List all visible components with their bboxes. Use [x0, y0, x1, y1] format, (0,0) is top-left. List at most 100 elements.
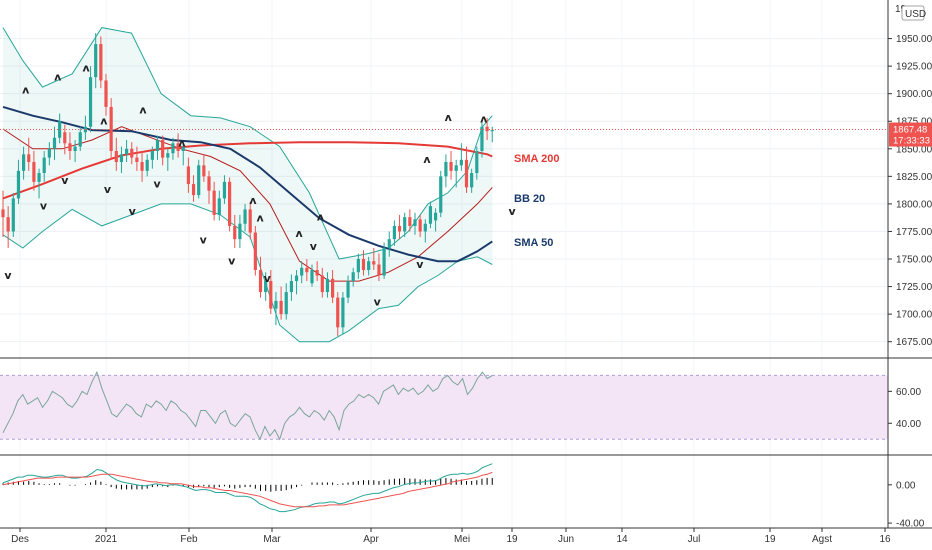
candle-body [78, 132, 82, 147]
candle-body [47, 148, 51, 158]
currency-label: USD [905, 9, 926, 20]
candle-body [279, 300, 283, 315]
grid-lines [0, 0, 888, 528]
pivot-low-marker: v [104, 183, 112, 196]
time-axis-ticks: Des 2021 Feb Mar Apr Mei 19 Jun 14 Jul 19 Agst 16 [11, 528, 891, 545]
pivot-low-marker: v [416, 258, 424, 271]
pivot-low-marker: v [310, 240, 318, 253]
candle-body [238, 223, 242, 240]
candle-body [104, 80, 108, 107]
price-tick-label: 1675.00 [896, 337, 932, 348]
time-tick-label: 16 [879, 534, 891, 545]
candle-body [161, 139, 165, 158]
candle-body [392, 225, 396, 240]
bb20-label: BB 20 [514, 193, 545, 205]
last-price-badge [889, 122, 932, 147]
candle-body [1, 209, 5, 218]
candle-body [434, 212, 438, 221]
rsi-tick-label: 40.00 [896, 419, 921, 430]
pivot-low-marker: v [264, 272, 272, 285]
candle-body [300, 267, 304, 276]
last-price-value: 1867.48 [893, 125, 927, 136]
pivot-high-marker: ʌ [296, 227, 304, 240]
candle-body [253, 232, 257, 271]
candle-body [449, 162, 453, 171]
candle-body [258, 270, 263, 293]
time-tick-label: 14 [616, 534, 628, 545]
pivot-high-marker: ʌ [423, 153, 431, 166]
candle-body [58, 121, 62, 138]
time-tick-label: Agst [812, 534, 832, 545]
candle-body [145, 159, 149, 171]
candle-body [6, 217, 10, 232]
candle-body [264, 281, 268, 293]
price-tick-label: 1850.00 [896, 144, 932, 155]
candle-body [233, 225, 237, 240]
pivot-high-marker: ʌ [139, 104, 147, 117]
candle-body [480, 126, 484, 151]
price-tick-label: 1825.00 [896, 172, 932, 183]
rsi-band-fill [0, 375, 888, 440]
pivot-low-marker: v [4, 269, 12, 282]
pivot-high-marker: ʌ [178, 137, 186, 150]
candle-body [459, 159, 463, 166]
candle-body [37, 173, 41, 182]
candle-body [99, 44, 103, 81]
candle-body [68, 143, 72, 151]
candle-body [408, 217, 412, 226]
price-tick-label: 1725.00 [896, 282, 932, 293]
candle-body [320, 275, 324, 293]
candle-body [372, 261, 376, 265]
pivot-low-marker: v [154, 177, 162, 190]
candle-body [269, 281, 273, 309]
candle-body [413, 219, 417, 226]
bollinger-band-fill [3, 27, 493, 342]
candle-body [83, 126, 87, 133]
candle-body [382, 247, 386, 276]
sma50-label: SMA 50 [514, 237, 553, 249]
pivot-high-marker: ʌ [22, 84, 30, 97]
time-tick-label: Mei [454, 534, 470, 545]
rsi-pane[interactable] [0, 370, 888, 441]
candle-body [428, 206, 433, 224]
pivot-high-marker: ʌ [54, 70, 62, 83]
currency-badge[interactable] [901, 5, 925, 21]
candle-body [22, 154, 26, 171]
price-tick-top-partial: 19 [895, 4, 907, 15]
pivot-low-marker: v [40, 199, 48, 212]
time-axis[interactable]: Des 2021 Feb Mar Apr Mei 19 Jun 14 Jul 19 Agst 16 [0, 527, 932, 545]
candle-body [331, 278, 335, 298]
price-axis[interactable]: 1950.00 1925.00 1900.00 1875.00 1850.00 1825.… [887, 0, 932, 530]
price-tick-label: 1925.00 [896, 62, 932, 73]
time-tick-label: Jul [688, 534, 701, 545]
candle-body [186, 166, 190, 185]
sma200-label: SMA 200 [514, 153, 559, 165]
price-tick-label: 1875.00 [896, 117, 932, 128]
candle-body [336, 297, 340, 328]
candle-body [294, 275, 299, 282]
time-tick-label: 19 [764, 534, 776, 545]
candle-body [310, 270, 314, 284]
time-tick-label: Apr [363, 534, 379, 545]
candle-body [212, 190, 216, 215]
candle-body [73, 146, 77, 151]
candle-body [403, 217, 407, 232]
time-tick-label: Des [11, 534, 29, 545]
pivot-high-marker: ʌ [317, 210, 325, 223]
candle-body [289, 281, 293, 293]
candle-body [217, 198, 221, 215]
candle-body [16, 170, 21, 199]
candle-body [88, 77, 93, 127]
candle-body [197, 165, 201, 196]
macd-pane[interactable] [2, 463, 493, 513]
candle-body [475, 150, 479, 174]
candle-body [150, 150, 154, 160]
time-tick-label: Feb [180, 534, 198, 545]
price-tick-label: 1700.00 [896, 310, 932, 321]
bollinger-basis-line [2, 126, 493, 282]
price-tick-label: 1775.00 [896, 227, 932, 238]
candle-body [94, 44, 98, 78]
candle-body [464, 159, 469, 188]
